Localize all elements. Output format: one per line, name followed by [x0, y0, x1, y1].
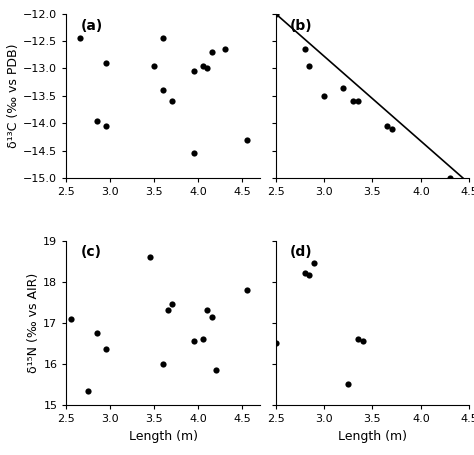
Point	[93, 117, 101, 124]
Point	[168, 98, 176, 105]
Point	[102, 59, 110, 66]
Y-axis label: δ¹³C (‰ vs PDB): δ¹³C (‰ vs PDB)	[8, 44, 20, 148]
Text: (b): (b)	[290, 19, 312, 33]
Text: (d): (d)	[290, 245, 312, 259]
Point	[190, 150, 198, 157]
Point	[159, 87, 167, 94]
Point	[190, 67, 198, 75]
Point	[243, 136, 251, 143]
X-axis label: Length (m): Length (m)	[338, 430, 407, 443]
Point	[102, 346, 110, 353]
Point	[199, 62, 207, 69]
Point	[243, 286, 251, 293]
Point	[301, 46, 309, 53]
Point	[446, 428, 454, 435]
Point	[354, 98, 362, 105]
Point	[388, 125, 396, 132]
Point	[301, 270, 309, 277]
Point	[102, 122, 110, 130]
Point	[306, 272, 313, 279]
Point	[159, 35, 167, 42]
Point	[310, 259, 318, 267]
Point	[446, 174, 454, 182]
X-axis label: Length (m): Length (m)	[129, 430, 198, 443]
Point	[168, 301, 176, 308]
Point	[359, 338, 366, 345]
Point	[84, 387, 92, 394]
Point	[221, 46, 228, 53]
Point	[306, 62, 313, 69]
Point	[212, 366, 220, 374]
Point	[151, 62, 158, 69]
Point	[146, 253, 154, 261]
Point	[354, 335, 362, 343]
Point	[208, 313, 215, 320]
Point	[339, 84, 347, 91]
Point	[76, 35, 83, 42]
Point	[345, 381, 352, 388]
Point	[203, 65, 211, 72]
Point	[164, 307, 172, 314]
Point	[203, 307, 211, 314]
Point	[199, 335, 207, 343]
Point	[272, 339, 279, 347]
Text: (a): (a)	[81, 19, 103, 33]
Y-axis label: δ¹⁵N (‰ vs AIR): δ¹⁵N (‰ vs AIR)	[27, 273, 40, 373]
Point	[349, 98, 357, 105]
Point	[159, 360, 167, 368]
Point	[383, 122, 391, 130]
Point	[190, 338, 198, 345]
Point	[272, 10, 279, 17]
Point	[320, 92, 328, 100]
Point	[67, 315, 74, 322]
Point	[208, 48, 215, 56]
Point	[93, 329, 101, 337]
Text: (c): (c)	[81, 245, 102, 259]
